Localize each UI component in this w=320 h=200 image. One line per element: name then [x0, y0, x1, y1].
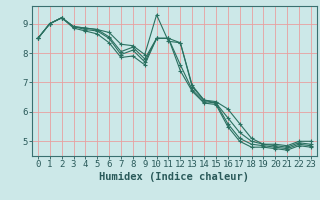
X-axis label: Humidex (Indice chaleur): Humidex (Indice chaleur)	[100, 172, 249, 182]
